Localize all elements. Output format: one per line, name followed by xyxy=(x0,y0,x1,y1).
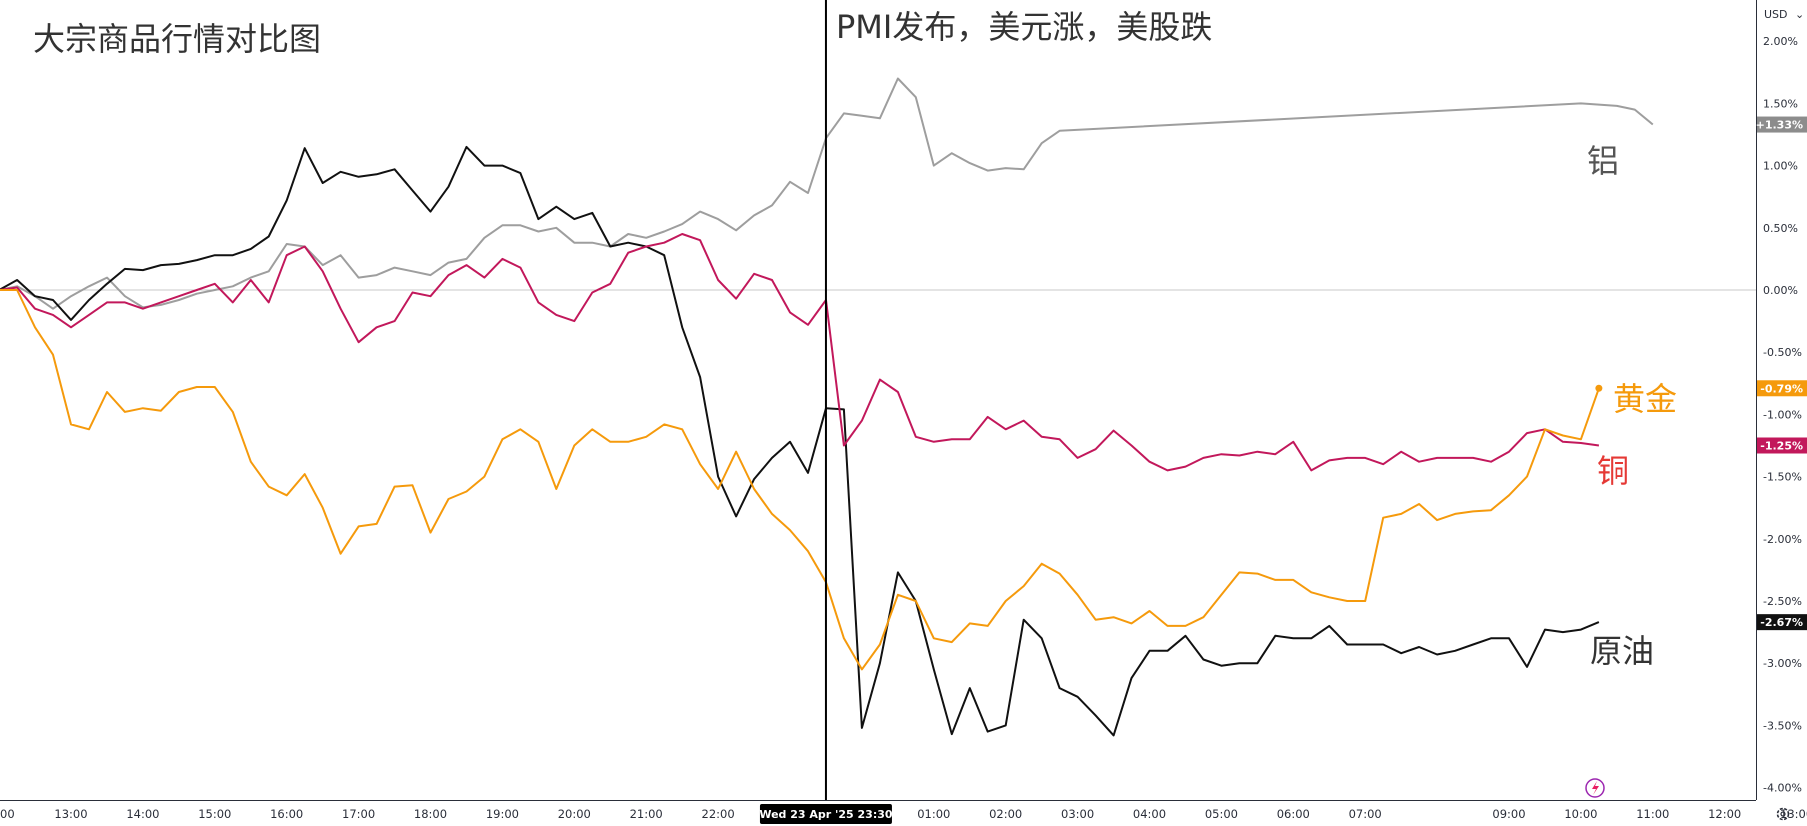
y-tick-label: -2.50% xyxy=(1763,595,1802,608)
currency-dropdown-icon[interactable]: ⌄ xyxy=(1795,8,1804,21)
crosshair-time-label: Wed 23 Apr '25 23:30 xyxy=(759,808,893,821)
currency-label: USD xyxy=(1764,8,1788,21)
x-tick-label: 18:00 xyxy=(414,807,447,821)
series-lines xyxy=(0,77,1756,737)
x-tick-label: 07:00 xyxy=(1349,807,1382,821)
last-value-label: -1.25% xyxy=(1760,440,1803,453)
y-tick-label: 0.00% xyxy=(1763,284,1798,297)
x-tick-label: 00 xyxy=(0,807,15,821)
gear-icon-inner xyxy=(1780,811,1786,817)
lightning-icon-ring xyxy=(1585,778,1605,798)
x-tick-label: 04:00 xyxy=(1133,807,1166,821)
crosshair-time-badge xyxy=(759,804,892,824)
x-tick-label: 21:00 xyxy=(630,807,663,821)
series-label: 铜 xyxy=(1597,452,1629,490)
x-tick-label: 15:00 xyxy=(198,807,231,821)
x-tick-label: 05:00 xyxy=(1205,807,1238,821)
series-line-0 xyxy=(0,77,1654,310)
gear-icon[interactable] xyxy=(1776,807,1790,821)
y-tick-label: -1.00% xyxy=(1763,408,1802,421)
lightning-icon-bolt xyxy=(1592,781,1599,795)
x-tick-label: 10:00 xyxy=(1564,807,1597,821)
last-value-label: +1.33% xyxy=(1756,119,1803,132)
y-tick-label: -3.50% xyxy=(1763,719,1802,732)
x-tick-label: 11:00 xyxy=(1636,807,1669,821)
x-tick-label: 03:00 xyxy=(1061,807,1094,821)
series-label: 原油 xyxy=(1590,632,1654,670)
y-tick-label: 2.00% xyxy=(1763,35,1798,48)
last-value-label: -2.67% xyxy=(1760,616,1803,629)
y-tick-label: 1.00% xyxy=(1763,160,1798,173)
series-label: 黄金 xyxy=(1613,380,1677,418)
last-value-badge xyxy=(1757,614,1807,631)
y-tick-label: 0.50% xyxy=(1763,222,1798,235)
last-value-badge xyxy=(1757,380,1807,397)
x-tick-label: 06:00 xyxy=(1277,807,1310,821)
y-tick-label: 1.50% xyxy=(1763,97,1798,110)
last-value-badge xyxy=(1757,116,1807,133)
x-tick-label: 22:00 xyxy=(702,807,735,821)
x-tick-label: 01:00 xyxy=(917,807,950,821)
last-value-label: -0.79% xyxy=(1760,382,1803,395)
y-tick-label: -4.00% xyxy=(1763,782,1802,795)
annotation-text: PMI发布，美元涨，美股跌 xyxy=(836,8,1212,46)
lightning-icon[interactable] xyxy=(1585,778,1605,798)
chart-title: 大宗商品行情对比图 xyxy=(33,20,321,58)
overlay: 铝原油 铜 黄金 大宗商品行情对比图 PMI发布，美元涨，美股跌 xyxy=(33,0,1677,800)
x-tick-label: 13:00 xyxy=(54,807,87,821)
x-tick-label: 20:00 xyxy=(558,807,591,821)
x-tick-label: 02:00 xyxy=(989,807,1022,821)
series-label: 铝 xyxy=(1587,142,1619,180)
gold-last-point xyxy=(1595,384,1603,392)
x-tick-label: 09:00 xyxy=(1492,807,1525,821)
x-tick-label: 19:00 xyxy=(486,807,519,821)
series-line-3 xyxy=(0,289,1600,671)
y-tick-label: -3.00% xyxy=(1763,657,1802,670)
series-line-2 xyxy=(0,233,1600,472)
x-tick-label: 12:00 xyxy=(1708,807,1741,821)
x-tick-label: 14:00 xyxy=(126,807,159,821)
y-tick-label: -2.00% xyxy=(1763,533,1802,546)
series-line-1 xyxy=(0,145,1600,737)
x-tick-label: 17:00 xyxy=(342,807,375,821)
gear-icon-outer xyxy=(1776,807,1790,821)
y-tick-label: -1.50% xyxy=(1763,471,1802,484)
last-value-badge xyxy=(1757,437,1807,454)
x-tick-label: 16:00 xyxy=(270,807,303,821)
y-tick-label: -0.50% xyxy=(1763,346,1802,359)
